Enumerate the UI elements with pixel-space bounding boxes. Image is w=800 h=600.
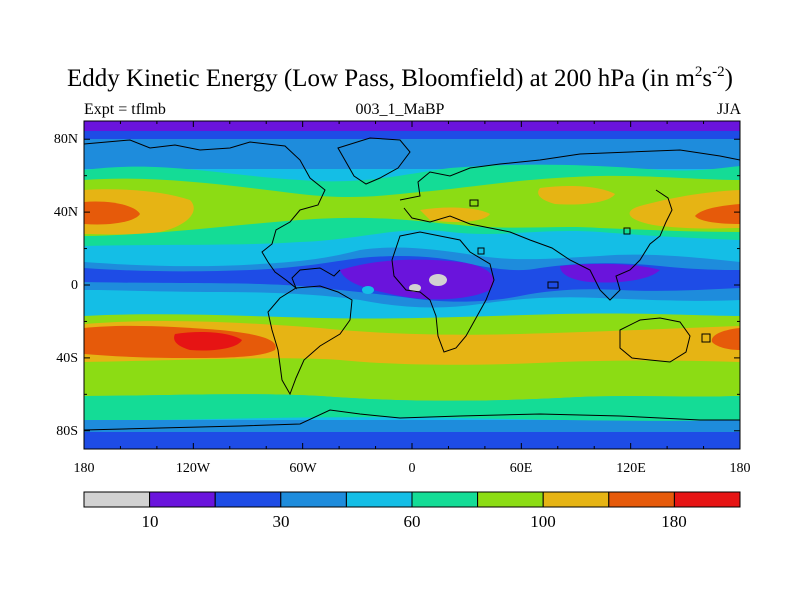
x-tick-label-120e: 120E — [616, 461, 646, 476]
field-band-23 — [174, 332, 242, 351]
island-1 — [469, 199, 479, 207]
x-tick-label-0: 0 — [408, 461, 416, 476]
island-2 — [547, 281, 559, 289]
field-band-24 — [711, 328, 740, 350]
field-low-2 — [409, 284, 421, 292]
axis-ticks — [83, 121, 741, 449]
run-label: 003_1_MaBP — [355, 101, 445, 118]
island-3 — [623, 227, 631, 235]
field-band-14 — [420, 207, 490, 222]
chart-title: Eddy Kinetic Energy (Low Pass, Bloomfiel… — [67, 64, 733, 93]
field-band-25 — [84, 394, 740, 421]
colorbar-box — [673, 491, 741, 508]
africa-outline — [391, 231, 495, 353]
colorbar-label-60: 60 — [403, 512, 421, 531]
field-band-4 — [84, 139, 740, 169]
field-low-1 — [429, 274, 447, 286]
colorbar-box — [345, 491, 413, 508]
x-tick-label-60w: 60W — [289, 461, 317, 476]
field-band-13 — [538, 186, 615, 205]
europe-outline — [403, 189, 673, 301]
colorbar-box — [280, 491, 347, 508]
colorbar-box — [411, 491, 479, 508]
colorbar-box — [149, 491, 216, 508]
season-label: JJA — [716, 101, 741, 118]
field-low-3 — [362, 286, 374, 294]
field-band-19 — [560, 263, 660, 283]
colorbar-label-10: 10 — [141, 512, 159, 531]
y-tick-label-eq: 0 — [71, 278, 78, 293]
x-tick-label-180w: 180 — [73, 461, 95, 476]
ke-field — [84, 121, 740, 449]
y-tick-label-40n: 40N — [53, 205, 78, 220]
colorbar-box — [608, 491, 675, 508]
x-tick-label-60e: 60E — [509, 461, 533, 476]
y-tick-label-80n: 80N — [53, 132, 78, 147]
colorbar-box — [83, 491, 151, 508]
greenland-outline — [337, 137, 411, 185]
antarctica-outline — [84, 409, 740, 431]
colorbar-box — [477, 491, 544, 508]
y-tick-label-80s: 80S — [56, 424, 78, 439]
x-tick-label-120w: 120W — [175, 461, 211, 476]
colorbar — [83, 491, 741, 508]
field-band-6 — [84, 432, 740, 449]
x-tick-label-180e: 180 — [729, 461, 751, 476]
y-tick-label-40s: 40S — [56, 351, 78, 366]
field-band-12 — [695, 204, 740, 224]
australia-outline — [619, 317, 691, 363]
eurasia-outline — [399, 149, 740, 201]
colorbar-label-100: 100 — [530, 512, 556, 531]
colorbar-box — [214, 491, 282, 508]
colorbar-label-180: 180 — [661, 512, 687, 531]
island-5 — [477, 247, 485, 255]
experiment-label: Expt = tflmb — [84, 101, 166, 118]
colorbar-box — [542, 491, 610, 508]
island-4 — [701, 333, 711, 343]
colorbar-label-30: 30 — [272, 512, 290, 531]
field-band-10 — [84, 201, 140, 225]
continent-outlines — [84, 137, 740, 431]
field-band-18 — [340, 259, 494, 300]
north-america-outline — [84, 139, 341, 290]
south-america-outline — [267, 285, 353, 396]
